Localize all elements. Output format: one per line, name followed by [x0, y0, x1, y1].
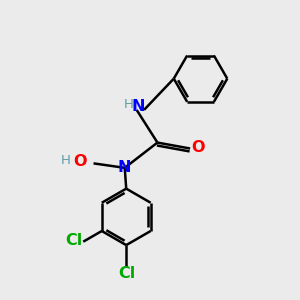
Text: N: N — [118, 160, 131, 175]
Text: O: O — [73, 154, 86, 169]
Text: N: N — [131, 99, 145, 114]
Text: H: H — [61, 154, 71, 167]
Text: Cl: Cl — [118, 266, 135, 280]
Text: O: O — [192, 140, 205, 155]
Text: Cl: Cl — [66, 233, 83, 248]
Text: H: H — [123, 98, 133, 111]
